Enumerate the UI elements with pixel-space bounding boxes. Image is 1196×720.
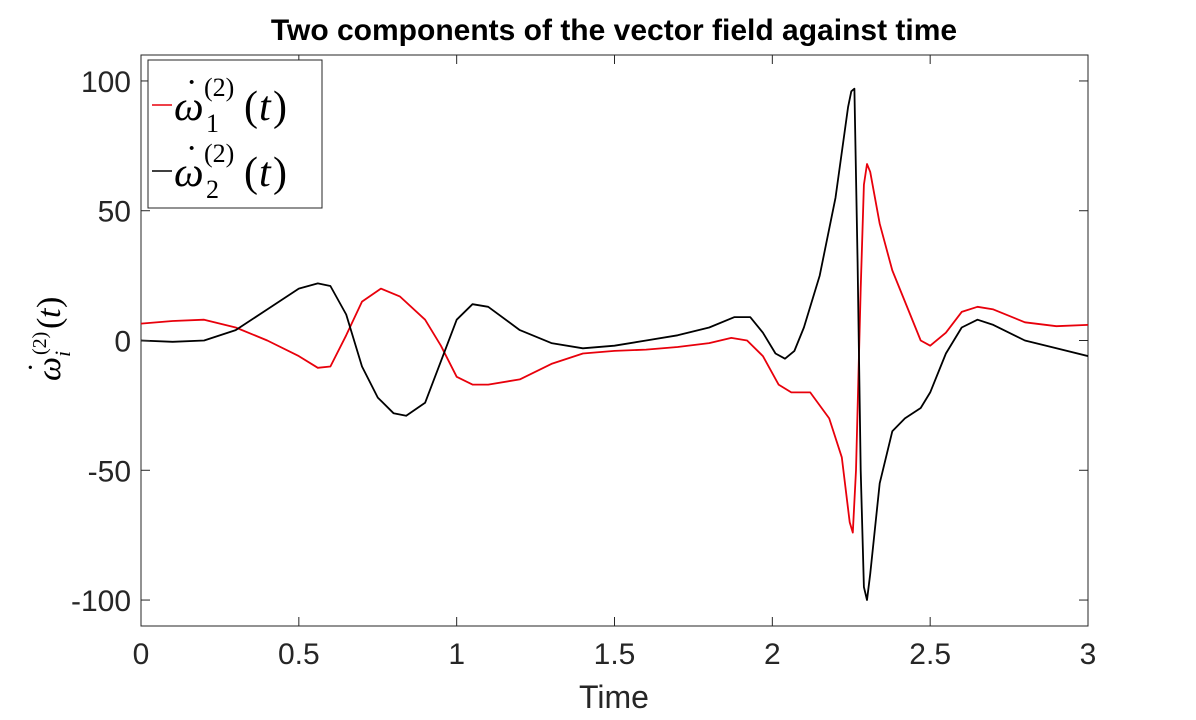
y-tick-label: 0 bbox=[114, 326, 131, 359]
svg-text:t: t bbox=[259, 150, 272, 196]
x-tick-label: 3 bbox=[1080, 638, 1097, 671]
y-tick-label: 50 bbox=[98, 196, 131, 229]
svg-text:(2): (2) bbox=[204, 139, 234, 168]
x-tick-label: 1.5 bbox=[594, 638, 636, 671]
legend-entry-2: ω · 2 (2) ( t ) bbox=[152, 130, 287, 204]
x-tick-label: 0.5 bbox=[278, 638, 320, 671]
svg-text:): ) bbox=[273, 84, 287, 130]
x-axis: 0 0.5 1 1.5 2 2.5 3 bbox=[133, 55, 1097, 671]
series-line-2 bbox=[141, 87, 1088, 601]
y-tick-label: -50 bbox=[88, 455, 131, 488]
x-tick-label: 0 bbox=[133, 638, 150, 671]
svg-text:(: ( bbox=[244, 150, 258, 196]
x-tick-label: 2 bbox=[764, 638, 781, 671]
y-tick-label: -100 bbox=[71, 585, 131, 618]
svg-text:t: t bbox=[259, 84, 272, 130]
svg-text:(2): (2) bbox=[204, 73, 234, 102]
y-axis: -100 -50 0 50 100 bbox=[71, 66, 1088, 618]
legend-entry-1: ω · 1 (2) ( t ) bbox=[152, 64, 287, 138]
svg-text:): ) bbox=[273, 150, 287, 196]
svg-text:): ) bbox=[31, 297, 68, 308]
svg-text:ω: ω bbox=[31, 357, 68, 381]
svg-text:(: ( bbox=[244, 84, 258, 130]
y-axis-label: ω · i (2) ( t ) bbox=[16, 297, 75, 381]
svg-text:(2): (2) bbox=[29, 332, 51, 355]
chart-title: Two components of the vector field again… bbox=[271, 14, 957, 47]
svg-text:1: 1 bbox=[206, 109, 219, 138]
svg-text:2: 2 bbox=[206, 175, 219, 204]
svg-text:t: t bbox=[31, 307, 68, 318]
svg-text:i: i bbox=[50, 351, 75, 357]
series-line-1 bbox=[141, 163, 1088, 534]
svg-text:ω: ω bbox=[174, 84, 204, 130]
y-tick-label: 100 bbox=[81, 66, 131, 99]
svg-text:·: · bbox=[16, 363, 47, 372]
x-axis-label: Time bbox=[579, 679, 649, 715]
x-tick-label: 2.5 bbox=[909, 638, 951, 671]
series-layer bbox=[141, 87, 1088, 601]
x-tick-label: 1 bbox=[448, 638, 465, 671]
svg-text:·: · bbox=[186, 64, 197, 101]
svg-text:ω: ω bbox=[174, 150, 204, 196]
legend: ω · 1 (2) ( t ) ω · 2 (2) ( t ) bbox=[147, 59, 323, 209]
svg-text:(: ( bbox=[31, 318, 68, 329]
svg-text:·: · bbox=[186, 130, 197, 167]
legend-box bbox=[147, 59, 323, 209]
